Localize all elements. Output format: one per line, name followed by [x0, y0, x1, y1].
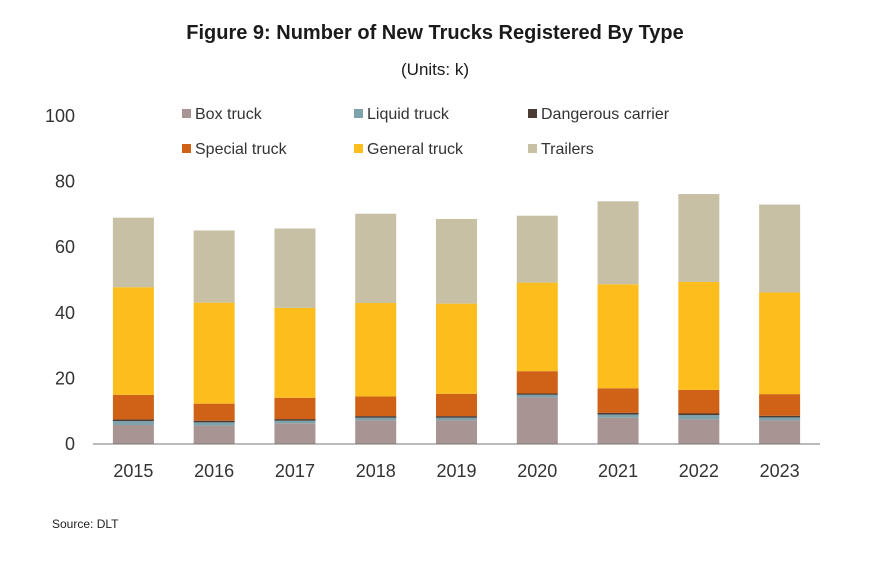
chart-subtitle: (Units: k) [401, 60, 469, 79]
bar-segment [516, 282, 558, 372]
bar-segment [274, 397, 316, 420]
bar-segment [274, 419, 316, 421]
bar-segment [516, 371, 558, 394]
bar-segment [516, 397, 558, 444]
bar-segment [355, 416, 397, 418]
x-tick-label: 2017 [275, 461, 315, 481]
bar-segment [436, 420, 477, 444]
chart-title: Figure 9: Number of New Trucks Registere… [186, 22, 684, 44]
source-note: Source: DLT [52, 517, 119, 531]
bar-segment [516, 215, 558, 283]
bar-segment [112, 421, 154, 425]
bar-segment [274, 307, 316, 398]
x-tick-label: 2018 [356, 461, 396, 481]
legend-label: General truck [367, 141, 464, 158]
bar-segment [678, 194, 720, 282]
legend-swatch [528, 144, 537, 153]
bar-segment [678, 413, 720, 416]
bar-segment [274, 423, 316, 444]
legend-label: Trailers [541, 141, 594, 158]
bar-segment [436, 417, 477, 421]
y-tick-label: 0 [65, 434, 75, 454]
bar-segment [597, 417, 639, 444]
bar-segment [112, 217, 154, 288]
y-tick-label: 100 [45, 106, 75, 126]
x-tick-label: 2022 [679, 461, 719, 481]
bar-segment [759, 420, 801, 444]
bar-segment [516, 393, 558, 395]
bar-segment [112, 394, 154, 420]
bar-segment [678, 281, 720, 390]
bar-segment [597, 388, 639, 413]
x-tick-label: 2019 [436, 461, 476, 481]
legend-swatch [354, 144, 363, 153]
bar-segment [193, 403, 235, 421]
legend-label: Dangerous carrier [541, 106, 670, 123]
bar-segment [597, 412, 639, 415]
legend-swatch [182, 109, 191, 118]
y-tick-label: 80 [55, 172, 75, 192]
bar-segment [193, 422, 235, 426]
bar-segment [193, 230, 235, 303]
bar-segment [678, 419, 720, 444]
legend-label: Special truck [195, 141, 288, 158]
bar-segment [112, 424, 154, 444]
bar-segment [759, 204, 801, 293]
bar-segment [355, 396, 397, 417]
bar-segment [597, 284, 639, 389]
legend-label: Liquid truck [367, 106, 450, 123]
bar-segment [678, 389, 720, 414]
bar-segment [436, 416, 477, 418]
bar-segment [274, 228, 316, 308]
legend-swatch [528, 109, 537, 118]
bar-segment [516, 394, 558, 398]
bar-segment [759, 292, 801, 395]
bar-segment [678, 415, 720, 420]
x-tick-label: 2021 [598, 461, 638, 481]
bar-segment [759, 394, 801, 416]
bar-segment [355, 302, 397, 397]
bar-segment [759, 415, 801, 418]
bar-segment [355, 213, 397, 303]
x-tick-label: 2023 [760, 461, 800, 481]
bar-segment [193, 425, 235, 444]
x-tick-label: 2015 [113, 461, 153, 481]
bar-segment [193, 302, 235, 404]
bar-segment [274, 420, 316, 424]
x-tick-label: 2020 [517, 461, 557, 481]
bar-segment [112, 419, 154, 422]
bar-segment [436, 303, 477, 394]
x-tick-label: 2016 [194, 461, 234, 481]
bar-segment [597, 414, 639, 418]
legend-swatch [354, 109, 363, 118]
bar-segment [436, 393, 477, 417]
legend-swatch [182, 144, 191, 153]
bar-segment [193, 420, 235, 423]
bar-segment [436, 218, 477, 304]
bar-segment [597, 201, 639, 285]
bar-segment [759, 417, 801, 421]
y-tick-label: 40 [55, 303, 75, 323]
bar-segment [355, 417, 397, 421]
bar-segment [112, 287, 154, 395]
y-tick-label: 60 [55, 237, 75, 257]
bar-segment [355, 420, 397, 444]
legend-label: Box truck [195, 106, 263, 123]
y-tick-label: 20 [55, 368, 75, 388]
